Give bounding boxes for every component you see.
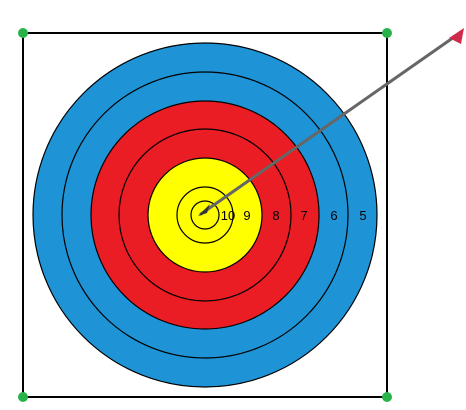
ring-label-10: 10 [221, 208, 235, 223]
ring-label-5: 5 [359, 208, 366, 223]
ring-x [190, 200, 220, 230]
arrow-shaft [199, 33, 459, 216]
arrow [198, 28, 464, 216]
arrow-fletching [449, 28, 464, 44]
corner-handle-bottom-left[interactable] [18, 392, 28, 402]
target-rings [32, 42, 378, 388]
arrow-tip [198, 204, 210, 216]
corner-handle-bottom-right[interactable] [382, 392, 392, 402]
corner-handle-top-left[interactable] [18, 28, 28, 38]
ring-label-7: 7 [300, 208, 307, 223]
corner-handles[interactable] [18, 28, 392, 402]
ring-label-9: 9 [243, 208, 250, 223]
ring-label-6: 6 [330, 208, 337, 223]
ring-label-8: 8 [272, 208, 279, 223]
corner-handle-top-right[interactable] [382, 28, 392, 38]
